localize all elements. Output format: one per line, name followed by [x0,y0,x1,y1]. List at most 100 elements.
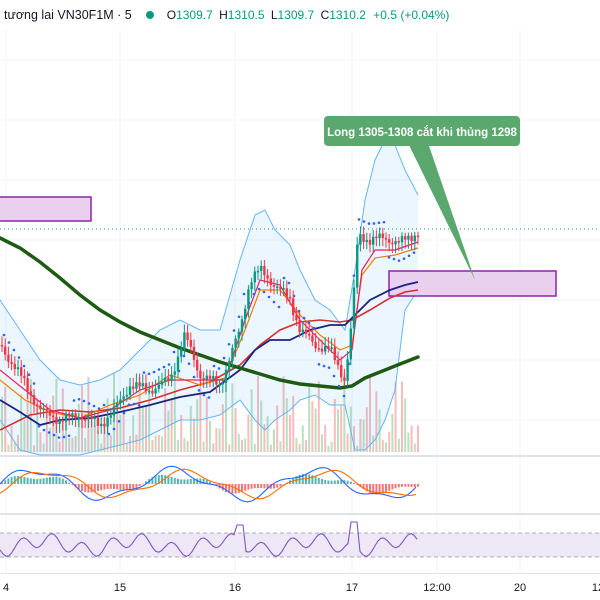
bollinger-bands [0,139,419,456]
volume-bar [266,416,269,452]
volume-bar [13,442,16,452]
candle-body [23,375,26,379]
volume-bar [23,419,26,452]
psar-dot [272,300,276,304]
pane-separator-rsi[interactable] [0,513,600,515]
buy-zone-box[interactable] [388,270,557,297]
volume-bar [321,434,323,452]
macd-bar [106,484,109,489]
candle-body [218,384,221,386]
volume-bar [151,440,154,452]
candle-body [279,286,282,289]
volume-bar [241,439,243,452]
psar-dot [307,321,311,325]
psar-dot [317,363,321,366]
ma-line-red [0,289,419,431]
parabolic-sar-dots [2,218,416,439]
candle-body [394,241,397,245]
volume-bar [292,395,295,452]
candle-body [346,359,349,381]
candle-body [324,346,327,352]
psar-dot [222,356,226,360]
candle-body [112,406,116,416]
candle-body [202,378,205,380]
candle-body [189,339,192,347]
candle-body [7,354,10,362]
volume-bar [257,376,259,452]
pane-separator-macd[interactable] [0,455,600,457]
candle-body [266,275,269,279]
time-axis[interactable]: 4 15 16 17 12:00 20 12 [3,582,600,594]
supply-zone-box[interactable] [0,196,92,222]
candle-body [375,236,378,239]
macd-bar [378,484,381,495]
psar-dot [67,434,71,438]
psar-dot [137,403,141,407]
macd-bar [391,484,394,490]
psar-dot [107,432,111,436]
candle-body [400,236,404,243]
macd-bar [138,484,141,486]
psar-dot [2,333,6,337]
candle-body [103,423,106,427]
annotation-callout[interactable]: Long 1305-1308 cắt khi thủng 1298 [324,116,520,280]
volume-bar [346,433,349,452]
psar-dot [117,420,121,423]
psar-dot [47,431,51,434]
candle-body [237,331,240,339]
psar-dot [62,435,66,439]
candle-body [285,288,288,297]
volume-bar [273,429,275,452]
psar-dot [187,362,191,365]
macd-bar [372,484,375,495]
candle-body [84,419,87,421]
candle-body [352,287,356,329]
volume-bar [410,425,413,452]
macd-bar [97,484,99,492]
macd-bar [39,478,42,484]
volume-bar [157,434,160,452]
candle-body [388,239,391,243]
macd-bar [55,476,58,484]
volume-bar [26,393,29,452]
volume-bar [356,445,359,452]
psar-dot [362,220,366,223]
market-status-dot[interactable] [145,11,154,19]
volume-bar [269,444,272,452]
candle-body [244,308,247,320]
candle-body [301,329,304,333]
volume-bar [33,445,35,452]
macd-bar [247,484,250,490]
psar-dot [52,433,56,437]
macd-bar [340,480,343,484]
high-label: H [219,8,228,22]
psar-dot [367,222,371,225]
rsi-line [0,521,418,557]
psar-dot [287,281,291,285]
symbol-title[interactable]: tương lai VN30F1M · 5 [4,8,132,22]
macd-bar [29,478,32,484]
macd-bar [353,483,355,484]
psar-dot [32,382,36,385]
candle-body [87,416,90,420]
psar-dot [12,348,16,352]
volume-bar [45,414,48,452]
psar-dot [37,424,41,428]
psar-dot [227,342,231,346]
macd-bar [58,477,61,484]
candle-body [320,348,324,352]
bollinger-lower [0,289,419,456]
candle-body [282,288,285,290]
psar-dot [212,364,216,368]
candle-body [192,346,196,360]
volume-bar [17,435,19,452]
volume-bar [1,396,3,452]
symbol-legend[interactable]: tương lai VN30F1M · 5 O1309.7 H1310.5 L1… [0,0,600,30]
macd-bar [282,484,285,485]
time-tick-label: 4 [3,582,9,594]
candle-body [349,328,352,360]
time-axis-border [0,573,600,574]
macd-bar [20,476,23,484]
macd-bar [205,480,208,484]
